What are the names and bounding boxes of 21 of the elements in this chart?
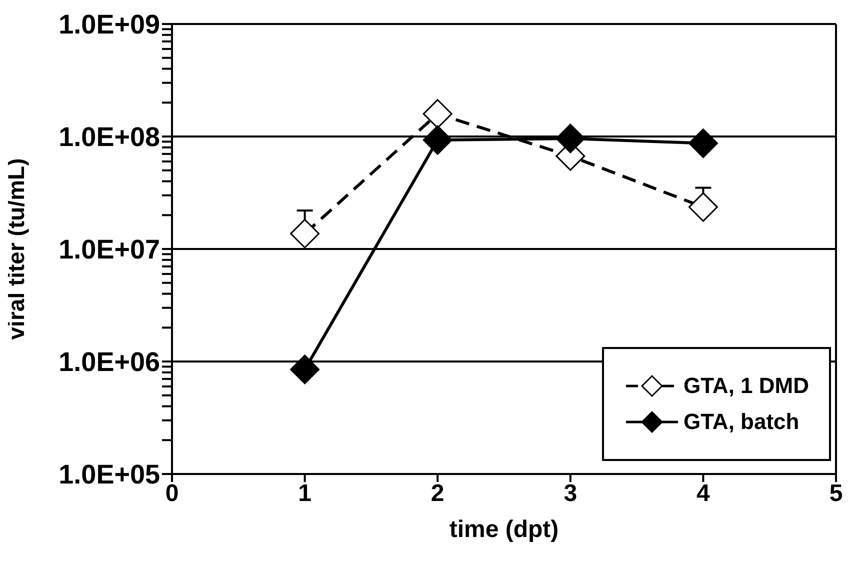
legend-label: GTA, 1 DMD [684,373,809,399]
point [556,124,586,154]
y-tick-label: 1.0E+05 [58,460,160,490]
point [688,128,718,158]
point [290,218,320,248]
x-axis-title: time (dpt) [449,516,559,543]
x-tick-label: 4 [696,480,711,508]
x-tick-label: 0 [165,480,179,508]
x-tick-label: 1 [298,480,312,508]
x-tick-label: 2 [430,480,444,508]
legend-label: GTA, batch [684,409,800,435]
y-tick-label: 1.0E+07 [58,234,160,265]
y-tick-label: 1.0E+06 [58,347,160,378]
point [688,192,718,222]
point [422,125,452,155]
x-tick-label: 3 [564,480,578,508]
y-tick-label: 1.0E+08 [58,122,160,152]
x-tick-label: 5 [829,480,843,508]
point [422,99,452,129]
point [290,354,320,384]
y-tick-label: 1.0E+09 [58,10,160,40]
